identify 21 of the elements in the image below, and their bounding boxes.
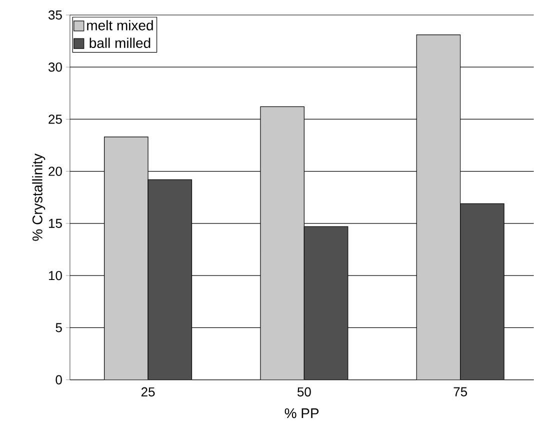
- x-tick-label: 75: [454, 387, 467, 396]
- y-tick-label: 15: [48, 219, 62, 228]
- y-tick-label: 30: [48, 62, 62, 72]
- bar: [148, 179, 192, 380]
- y-tick-label: 5: [56, 323, 62, 332]
- y-tick-label: 25: [48, 114, 62, 124]
- x-tick-label: 50: [297, 387, 311, 397]
- bar: [416, 34, 461, 380]
- y-tick-label: 0: [56, 375, 62, 385]
- y-axis-title: % Crystallinity: [32, 154, 46, 241]
- y-tick-label: 35: [48, 10, 62, 20]
- x-axis-title: % PP: [284, 408, 319, 418]
- legend-label: melt mixed: [87, 20, 153, 31]
- legend-label: ball milled: [90, 38, 150, 48]
- y-tick-label: 10: [48, 271, 62, 280]
- bar: [460, 203, 504, 380]
- bar: [304, 226, 348, 380]
- y-tick-label: 20: [48, 166, 62, 176]
- bar: [104, 136, 148, 380]
- x-tick-label: 25: [141, 387, 155, 397]
- bar: [260, 106, 304, 380]
